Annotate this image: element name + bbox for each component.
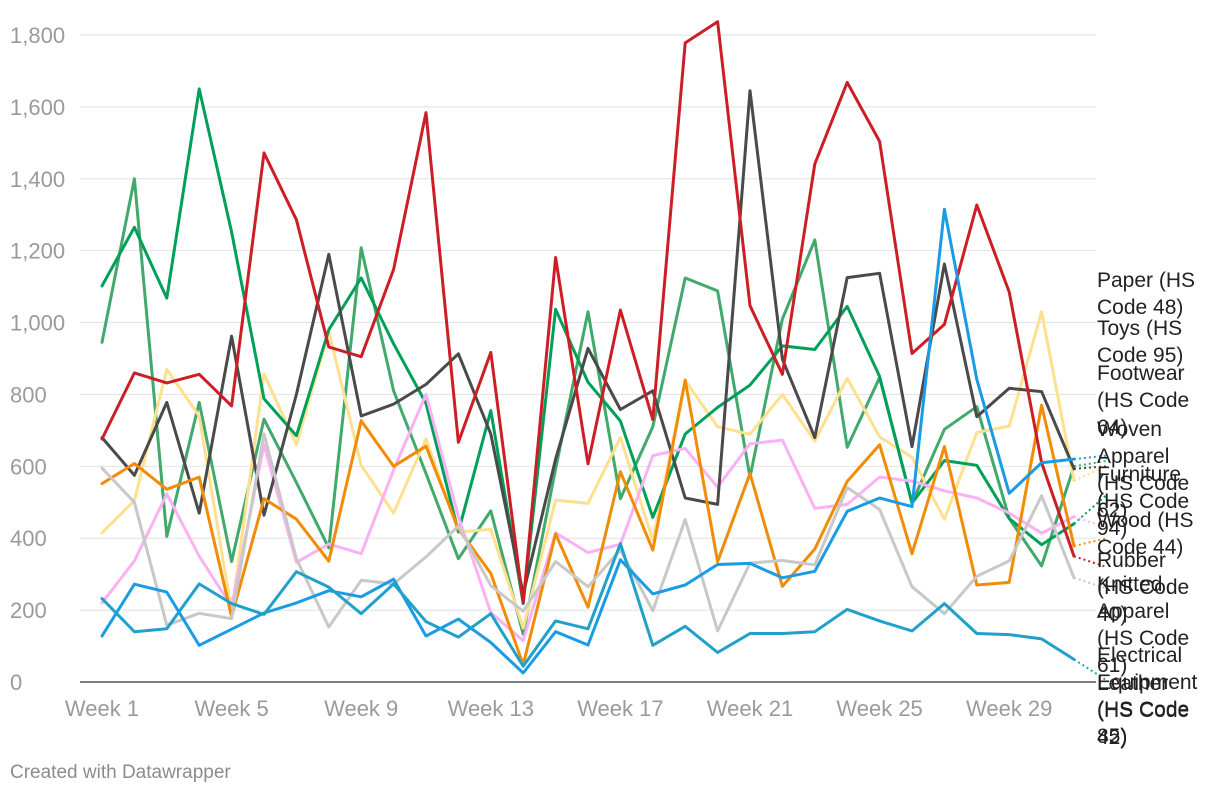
series-line bbox=[100, 432, 1076, 633]
series-line bbox=[100, 310, 1076, 630]
series-label-line: Leather bbox=[1097, 672, 1168, 695]
series-label-line: Wood (HS bbox=[1097, 509, 1193, 532]
series-label: Wood (HS Code 44) bbox=[1097, 509, 1193, 559]
series-label-line: (HS Code bbox=[1097, 576, 1189, 599]
series-line bbox=[100, 20, 1076, 605]
series-label-line: Apparel bbox=[1097, 600, 1169, 623]
y-axis-tick-labels: 0 200 400 600 800 1,000 1,200 1,400 1,600 1,800 bbox=[10, 23, 65, 695]
series-connector bbox=[1073, 454, 1107, 461]
x-axis-tick-labels: Week 1 Week 5 Week 9 Week 13 Week 17 Week 21 W… bbox=[65, 696, 1053, 721]
series-label-line: Toys (HS bbox=[1097, 317, 1182, 340]
series-label-line: 64) bbox=[1097, 416, 1127, 439]
series-connector bbox=[1073, 465, 1107, 482]
series-label-line: Apparel bbox=[1097, 445, 1169, 468]
y-tick-label: 0 bbox=[10, 670, 22, 695]
series-label: Leather (HS Code 42) bbox=[1097, 672, 1189, 749]
series-label-line: 62) bbox=[1097, 499, 1127, 522]
y-tick-label: 600 bbox=[10, 454, 47, 479]
y-tick-label: 1,800 bbox=[10, 23, 65, 48]
series-label-line: Electrical bbox=[1097, 644, 1182, 667]
x-tick-label: Week 29 bbox=[966, 696, 1052, 721]
series-connector bbox=[1073, 658, 1107, 682]
y-tick-label: 1,400 bbox=[10, 167, 65, 192]
series-label-line: Footwear bbox=[1097, 362, 1185, 385]
series-label-line: Rubber bbox=[1097, 549, 1166, 572]
series-label-line: (HS Code bbox=[1097, 389, 1189, 412]
y-tick-label: 800 bbox=[10, 382, 47, 407]
series-connector bbox=[1073, 459, 1107, 468]
series-label-line: Paper (HS bbox=[1097, 269, 1195, 292]
series-label-line: 94) bbox=[1097, 517, 1127, 540]
x-tick-label: Week 13 bbox=[448, 696, 534, 721]
series-connector bbox=[1073, 576, 1107, 590]
y-tick-label: 1,200 bbox=[10, 239, 65, 264]
series-connector bbox=[1073, 515, 1107, 529]
x-tick-label: Week 5 bbox=[195, 696, 269, 721]
series-label-line: Knitted bbox=[1097, 573, 1162, 596]
series-label-line: 61) bbox=[1097, 654, 1127, 677]
series-line bbox=[100, 89, 1076, 596]
x-tick-label: Week 25 bbox=[836, 696, 922, 721]
x-tick-label: Week 21 bbox=[707, 696, 793, 721]
series-label: Footwear (HS Code 64) bbox=[1097, 362, 1189, 439]
series-labels: Paper (HS Code 48)Toys (HS Code 95)Footwea… bbox=[1097, 269, 1198, 749]
series-connector bbox=[1073, 555, 1107, 568]
series-connector bbox=[1073, 494, 1108, 525]
y-tick-label: 1,000 bbox=[10, 311, 65, 336]
series-label-line: Equipment bbox=[1097, 671, 1198, 694]
series-label-line: (HS Code bbox=[1097, 472, 1189, 495]
series-line bbox=[100, 392, 1076, 643]
series-label-line: Code 48) bbox=[1097, 296, 1183, 319]
series-connector bbox=[1073, 465, 1107, 470]
series-label-line: (HS Code bbox=[1097, 627, 1189, 650]
series-label-line: 40) bbox=[1097, 603, 1127, 626]
x-tick-label: Week 1 bbox=[65, 696, 139, 721]
series-label-line: Code 95) bbox=[1097, 344, 1183, 367]
series-label: Electrical Equipment (HS Code 85) bbox=[1097, 644, 1198, 748]
y-tick-label: 400 bbox=[10, 526, 47, 551]
y-tick-label: 200 bbox=[10, 598, 47, 623]
series-label-line: Woven bbox=[1097, 418, 1162, 441]
series-label: Rubber (HS Code 40) bbox=[1097, 549, 1189, 626]
series-line bbox=[100, 177, 1076, 636]
series-label: Toys (HS Code 95) bbox=[1097, 317, 1183, 367]
series-label-line: (HS Code bbox=[1097, 490, 1189, 513]
y-tick-label: 1,600 bbox=[10, 95, 65, 120]
series-label-line: 85) bbox=[1097, 725, 1127, 748]
series-line bbox=[100, 378, 1076, 667]
x-tick-label: Week 17 bbox=[577, 696, 663, 721]
series-label-line: 42) bbox=[1097, 726, 1127, 749]
series-label-line: (HS Code bbox=[1097, 699, 1189, 722]
series-label-line: Furniture bbox=[1097, 463, 1181, 486]
series-connector bbox=[1073, 537, 1107, 548]
series-line bbox=[100, 542, 1076, 668]
series-label-line: (HS Code bbox=[1097, 698, 1189, 721]
series-label-line: Code 44) bbox=[1097, 536, 1183, 559]
x-tick-label: Week 9 bbox=[324, 696, 398, 721]
series-lines bbox=[100, 20, 1108, 682]
series-label: Paper (HS Code 48) bbox=[1097, 269, 1195, 319]
footer-credit: Created with Datawrapper bbox=[10, 762, 231, 783]
